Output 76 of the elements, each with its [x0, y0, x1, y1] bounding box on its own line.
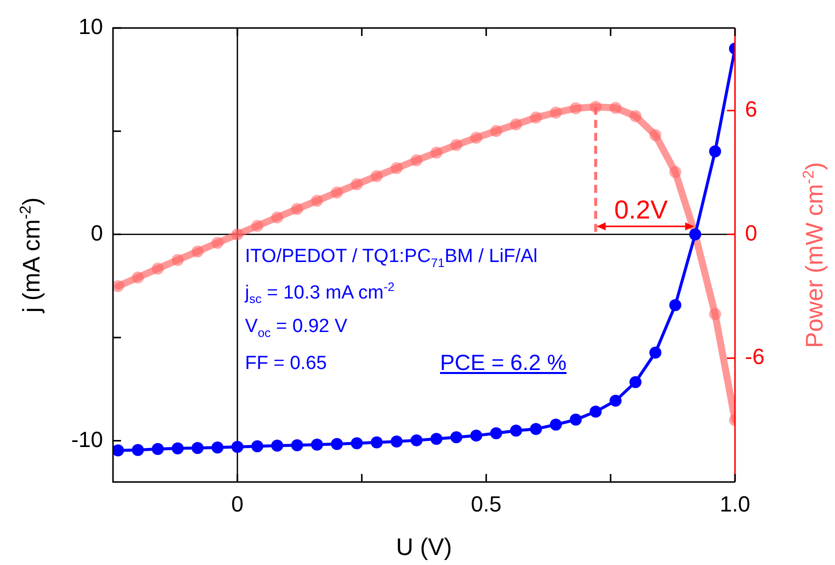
point [709, 145, 722, 158]
y-tick-label: 10 [78, 14, 103, 40]
point [550, 418, 562, 431]
point [311, 194, 324, 207]
x-tick-label: 0.5 [470, 491, 502, 516]
point [192, 245, 204, 258]
point [629, 110, 642, 122]
y-tick-label: -10 [71, 426, 103, 452]
point [590, 100, 602, 113]
point [390, 162, 403, 174]
annotation: j$_{sc}$ = 10.3 mA cm$^{-2}$ [245, 280, 395, 306]
point [510, 424, 522, 437]
point [669, 299, 682, 312]
annotation: 0.2V [614, 194, 668, 226]
point [430, 146, 442, 159]
point [470, 430, 482, 442]
point [570, 414, 582, 426]
point [231, 440, 244, 453]
y2-tick-label: -6 [745, 344, 765, 370]
y2-tick-label: 6 [745, 96, 758, 122]
point [530, 422, 542, 435]
annotation: FF = 0.65 [245, 353, 327, 375]
point [113, 444, 124, 456]
point [152, 442, 164, 455]
point [669, 166, 682, 178]
point [649, 129, 662, 142]
point [649, 346, 662, 359]
point [152, 262, 164, 275]
point [390, 436, 403, 448]
point [330, 438, 343, 450]
point [410, 154, 423, 166]
point [231, 228, 244, 240]
point [370, 436, 383, 448]
point [271, 440, 284, 452]
point [330, 186, 343, 198]
x-tick-label: 1.0 [720, 491, 750, 516]
point [370, 170, 383, 182]
point [113, 280, 124, 292]
point [430, 432, 442, 445]
point [211, 236, 224, 249]
y2-tick-label: 0 [745, 220, 758, 246]
point [291, 439, 304, 452]
point [450, 431, 462, 444]
point [610, 394, 622, 407]
point [350, 178, 363, 190]
point [172, 442, 184, 454]
point [211, 442, 224, 454]
x-tick-label: 0 [231, 491, 244, 516]
point [271, 211, 284, 224]
point [570, 102, 582, 114]
point [350, 437, 363, 450]
x-axis-title: U (V) [396, 534, 452, 562]
point [610, 102, 622, 114]
point [490, 124, 502, 137]
point [311, 438, 324, 451]
annotation: V$_{oc}$ = 0.92 V [245, 316, 348, 340]
point [590, 406, 602, 418]
point [410, 434, 423, 446]
point [550, 106, 562, 119]
point [709, 308, 722, 320]
point [530, 112, 542, 124]
y-tick-label: 0 [90, 220, 103, 246]
point [490, 427, 502, 440]
point [470, 132, 482, 144]
point [132, 444, 144, 456]
point [510, 118, 522, 130]
point [192, 442, 204, 454]
annotation: ITO/PEDOT / TQ1:PC$_{71}$BM / LiF/Al [245, 246, 538, 270]
point [629, 376, 642, 388]
point [450, 139, 462, 152]
point [251, 220, 264, 232]
point [251, 440, 264, 452]
annotation: PCE = 6.2 % [440, 350, 567, 376]
point [172, 254, 184, 266]
point [291, 202, 304, 215]
point [132, 271, 144, 284]
